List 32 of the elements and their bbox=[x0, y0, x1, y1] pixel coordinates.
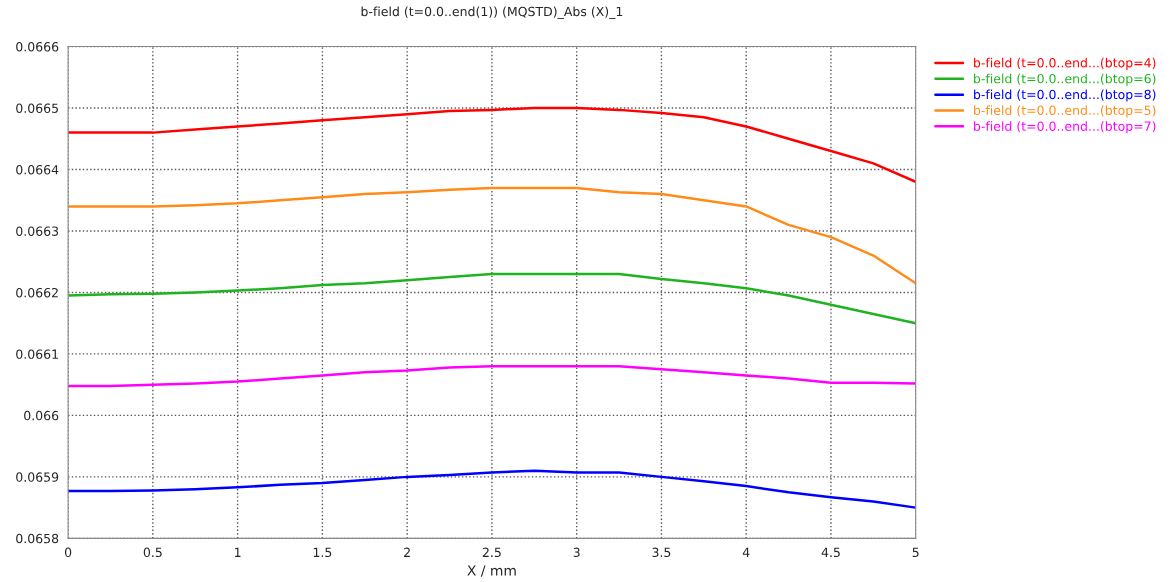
legend-label: b-field (t=0.0..end...(btop=5) bbox=[974, 105, 1156, 118]
x-tick-label: 0 bbox=[64, 547, 72, 558]
y-tick-label: 0.0664 bbox=[16, 164, 59, 175]
y-tick-label: 0.0662 bbox=[16, 287, 58, 298]
x-tick-label: 4.5 bbox=[821, 547, 840, 558]
x-tick-label: 2 bbox=[404, 547, 410, 557]
x-tick-label: 3.5 bbox=[652, 547, 671, 558]
line-series bbox=[68, 106, 916, 184]
y-tick-label: 0.0665 bbox=[16, 103, 58, 113]
x-tick-label: 0.5 bbox=[143, 547, 162, 558]
line-series bbox=[68, 272, 916, 325]
legend-label: b-field (t=0.0..end...(btop=4) bbox=[974, 57, 1156, 70]
legend-label: b-field (t=0.0..end...(btop=6) bbox=[974, 73, 1156, 86]
y-tick-label: 0.0659 bbox=[16, 472, 59, 482]
line-series bbox=[68, 186, 916, 285]
line-series bbox=[68, 364, 916, 388]
x-tick-label: 4 bbox=[742, 547, 750, 557]
x-tick-label: 1.5 bbox=[313, 547, 332, 558]
chart-title: b-field (t=0.0..end(1)) (MQSTD)_Abs (X)_1 bbox=[361, 6, 623, 19]
y-tick-label: 0.0658 bbox=[16, 533, 59, 544]
legend-label: b-field (t=0.0..end...(btop=7) bbox=[974, 121, 1156, 134]
y-tick-label: 0.0663 bbox=[16, 226, 59, 236]
y-tick-label: 0.0661 bbox=[16, 349, 58, 359]
x-tick-label: 3 bbox=[573, 547, 580, 558]
y-tick-label: 0.066 bbox=[24, 410, 59, 421]
x-axis-title: X / mm bbox=[467, 565, 516, 577]
x-tick-label: 5 bbox=[912, 547, 919, 558]
line-series bbox=[68, 469, 916, 509]
legend-label: b-field (t=0.0..end...(btop=8) bbox=[974, 89, 1156, 102]
x-tick-label: 1 bbox=[235, 547, 241, 557]
y-tick-label: 0.0666 bbox=[16, 42, 59, 52]
x-tick-label: 2.5 bbox=[482, 547, 501, 558]
